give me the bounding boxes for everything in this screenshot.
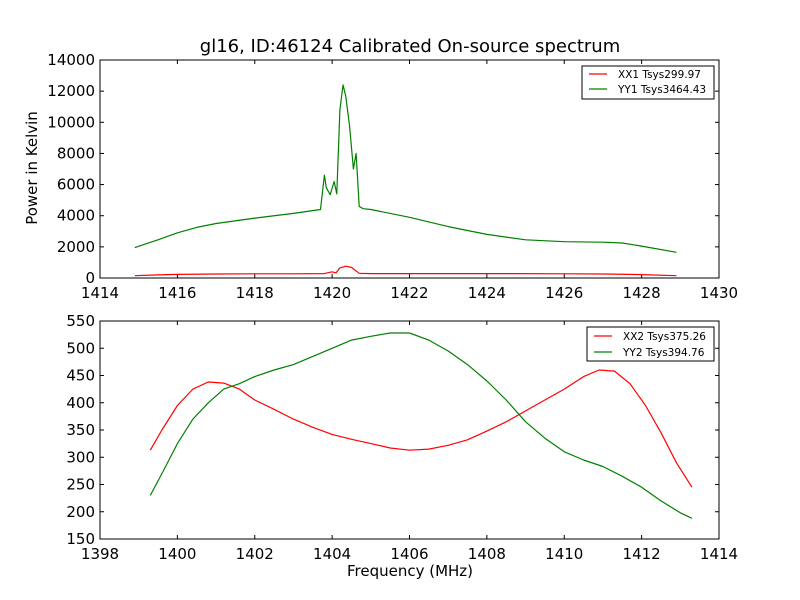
x-axis-label: Frequency (MHz) bbox=[347, 562, 473, 580]
legend-label-xx1: XX1 Tsys299.97 bbox=[618, 69, 701, 81]
x-tick-label: 1428 bbox=[623, 284, 661, 302]
x-tick-label: 1408 bbox=[468, 545, 506, 563]
x-tick-label: 1412 bbox=[623, 545, 661, 563]
x-tick-label: 1398 bbox=[81, 545, 119, 563]
x-tick-label: 1400 bbox=[158, 545, 196, 563]
y-tick-label: 2000 bbox=[57, 238, 95, 256]
y-tick-label: 14000 bbox=[47, 51, 95, 69]
y-tick-label: 550 bbox=[66, 312, 95, 330]
series-line bbox=[134, 84, 677, 253]
y-axis-label: Power in Kelvin bbox=[23, 111, 41, 225]
y-tick-label: 0 bbox=[85, 269, 95, 287]
legend-label-yy2: YY2 Tsys394.76 bbox=[622, 347, 705, 359]
y-tick-label: 150 bbox=[66, 530, 95, 548]
legend-box bbox=[581, 65, 715, 100]
axis-ticks: 1414 1416 1418 1420 1422 1424 1426 1428 1430 0 200… bbox=[47, 51, 738, 302]
legend: XX2 Tsys375.26 YY2 Tsys394.76 bbox=[586, 326, 715, 362]
y-tick-label: 4000 bbox=[57, 207, 95, 225]
y-tick-label: 250 bbox=[66, 476, 95, 494]
x-tick-label: 1416 bbox=[158, 284, 196, 302]
legend-label-xx2: XX2 Tsys375.26 bbox=[623, 331, 706, 343]
series-line bbox=[149, 369, 693, 488]
x-tick-label: 1422 bbox=[390, 284, 428, 302]
y-tick-label: 500 bbox=[66, 339, 95, 357]
axis-ticks: 1398 1400 1402 1404 1406 1408 1410 1412 1414 150 2… bbox=[66, 312, 738, 563]
y-tick-label: 200 bbox=[66, 503, 95, 521]
x-tick-label: 1426 bbox=[545, 284, 583, 302]
chart-title: gl16, ID:46124 Calibrated On-source spec… bbox=[200, 36, 620, 57]
series-lines bbox=[149, 332, 693, 519]
series-line bbox=[134, 265, 677, 277]
legend-box bbox=[586, 326, 715, 362]
legend-label-yy1: YY1 Tsys3464.43 bbox=[617, 84, 706, 96]
y-tick-label: 6000 bbox=[57, 176, 95, 194]
top-panel: gl16, ID:46124 Calibrated On-source spec… bbox=[23, 36, 738, 302]
series-line bbox=[149, 332, 693, 519]
x-tick-label: 1406 bbox=[390, 545, 428, 563]
y-tick-label: 300 bbox=[66, 448, 95, 466]
x-tick-label: 1418 bbox=[236, 284, 274, 302]
x-tick-label: 1424 bbox=[468, 284, 506, 302]
y-tick-label: 450 bbox=[66, 367, 95, 385]
y-tick-label: 8000 bbox=[57, 144, 95, 162]
x-tick-label: 1420 bbox=[313, 284, 351, 302]
y-tick-label: 10000 bbox=[47, 113, 95, 131]
x-tick-label: 1410 bbox=[545, 545, 583, 563]
x-tick-label: 1402 bbox=[236, 545, 274, 563]
x-tick-label: 1414 bbox=[81, 284, 119, 302]
series-lines bbox=[134, 84, 677, 277]
x-tick-label: 1404 bbox=[313, 545, 351, 563]
x-tick-label: 1414 bbox=[700, 545, 738, 563]
x-tick-label: 1430 bbox=[700, 284, 738, 302]
y-tick-label: 350 bbox=[66, 421, 95, 439]
y-tick-label: 12000 bbox=[47, 82, 95, 100]
legend: XX1 Tsys299.97 YY1 Tsys3464.43 bbox=[581, 65, 715, 100]
bottom-panel: 1398 1400 1402 1404 1406 1408 1410 1412 1414 150 2… bbox=[66, 312, 738, 580]
y-tick-label: 400 bbox=[66, 394, 95, 412]
